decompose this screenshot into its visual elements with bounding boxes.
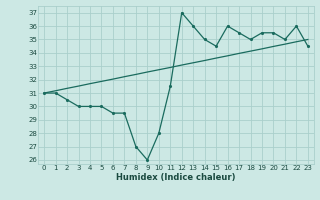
X-axis label: Humidex (Indice chaleur): Humidex (Indice chaleur) <box>116 173 236 182</box>
